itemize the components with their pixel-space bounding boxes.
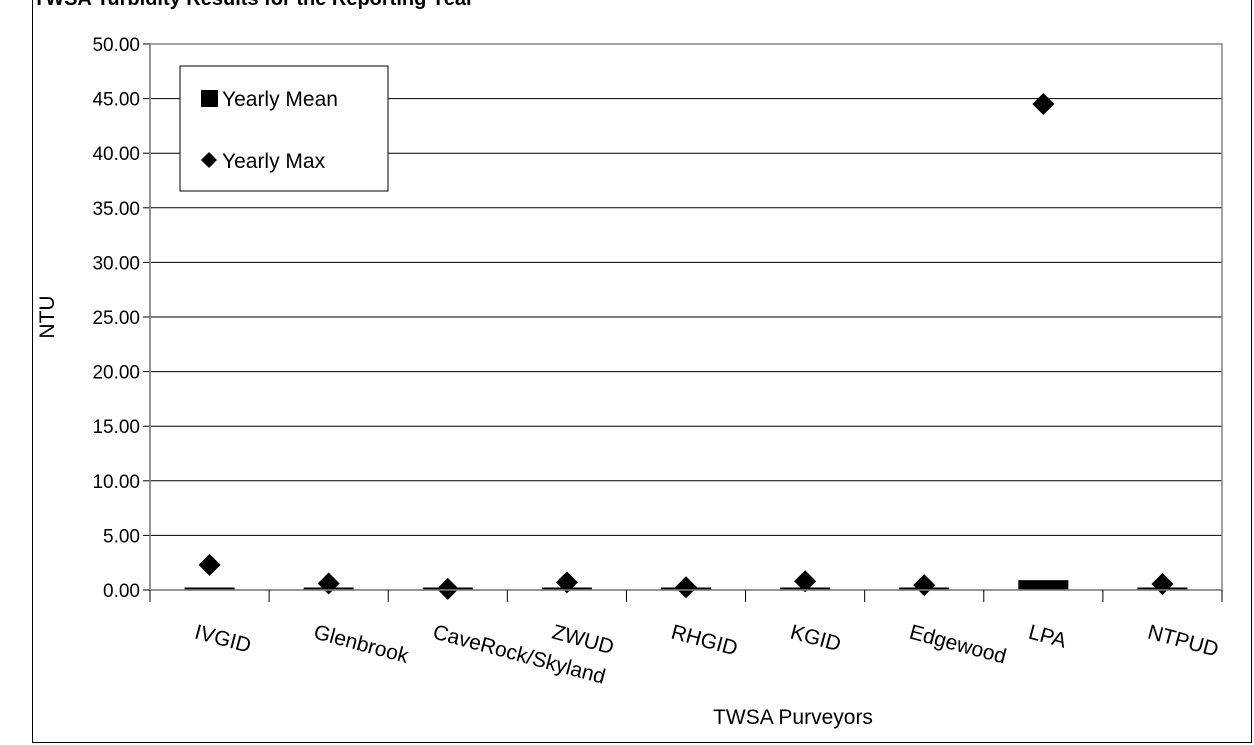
- legend-swatch-yearly-max: [201, 152, 217, 168]
- y-tick-label: 45.00: [92, 90, 140, 111]
- x-axis-title: TWSA Purveyors: [713, 706, 873, 729]
- y-tick-label: 5.00: [103, 526, 140, 547]
- y-tick-label: 10.00: [92, 472, 140, 493]
- y-tick-label: 30.00: [92, 253, 140, 274]
- marker-yearly-max: [675, 576, 697, 599]
- x-category-label: RHGID: [669, 621, 740, 661]
- y-tick-label: 35.00: [92, 199, 140, 220]
- marker-yearly-max: [794, 570, 817, 593]
- x-category-label: NTPUD: [1145, 621, 1221, 662]
- chart-frame: TWSA Turbidity Results for the Reporting…: [32, 0, 1252, 743]
- y-tick-label: 25.00: [92, 308, 140, 329]
- axes: [143, 43, 1223, 602]
- marker-yearly-max: [198, 553, 221, 576]
- y-tick-label: 20.00: [92, 363, 140, 384]
- bar-yearly-mean: [184, 587, 235, 590]
- marker-yearly-max: [1151, 572, 1174, 595]
- y-tick-label: 40.00: [92, 144, 140, 165]
- marker-yearly-max: [555, 571, 578, 594]
- y-tick-labels: 0.00 5.00 10.00 15.00 20.00 25.00 30.00 35.00 40…: [92, 35, 140, 602]
- page-header-text: TWSA Turbidity Results for the Reporting…: [33, 0, 474, 11]
- marker-yearly-max: [317, 572, 340, 595]
- y-tick-label: 15.00: [92, 417, 140, 438]
- x-category-label: LPA: [1026, 621, 1069, 653]
- legend-label-yearly-max: Yearly Max: [222, 150, 326, 173]
- x-category-label: Glenbrook: [311, 621, 411, 668]
- legend-swatch-yearly-mean: [201, 90, 218, 107]
- x-category-label: IVGID: [192, 621, 253, 658]
- x-category-label: KGID: [788, 621, 844, 657]
- marker-yearly-max: [436, 577, 459, 600]
- marker-yearly-max: [913, 574, 936, 597]
- bar-yearly-mean: [1018, 580, 1069, 590]
- legend: Yearly Mean Yearly Max: [179, 65, 389, 192]
- y-axis-title: NTU: [36, 295, 59, 338]
- x-category-label: Edgewood: [907, 621, 1009, 669]
- legend-label-yearly-mean: Yearly Mean: [222, 88, 338, 111]
- y-tick-label: 50.00: [92, 35, 140, 56]
- legend-box: [179, 65, 389, 192]
- marker-yearly-max: [1032, 93, 1055, 116]
- y-tick-label: 0.00: [103, 581, 140, 602]
